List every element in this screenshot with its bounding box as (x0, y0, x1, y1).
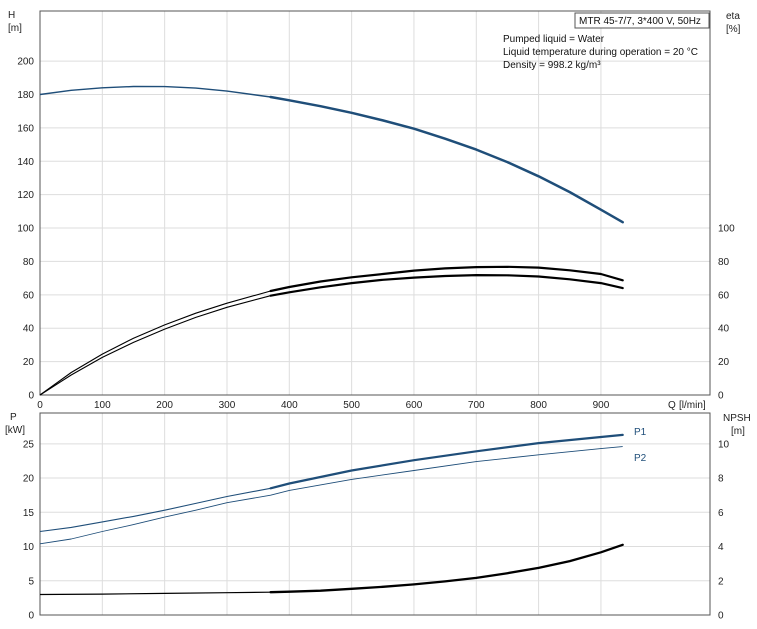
series-label-p2: P2 (634, 453, 647, 464)
density: Density = 998.2 kg/m³ (503, 60, 601, 71)
flow-axis-title: Q (668, 400, 676, 411)
y-right-tick-label: 8 (718, 474, 724, 485)
npsh-axis-unit: [m] (731, 426, 745, 437)
y-left-tick-label: 20 (23, 474, 35, 485)
lower-tick-labels: 0 5 10 15 20 25 0 2 4 6 8 10 (23, 439, 730, 621)
flow-axis-unit: [l/min] (679, 400, 706, 411)
y-left-tick-label: 160 (17, 123, 34, 134)
y-right-tick-label: 80 (718, 257, 730, 268)
x-tick-label: 100 (94, 400, 111, 411)
x-tick-label: 200 (156, 400, 173, 411)
lower-chart-power-npsh: 0 5 10 15 20 25 0 2 4 6 8 10 P [kW] NPSH [m] P1 P2 (5, 412, 751, 622)
eta-axis-title: eta (726, 11, 740, 22)
x-tick-label: 600 (406, 400, 423, 411)
series-line-H (39, 85, 271, 98)
series-label-p1: P1 (634, 427, 647, 438)
y-right-tick-label: 40 (718, 324, 730, 335)
y-left-tick-label: 140 (17, 157, 34, 168)
npsh-axis-title: NPSH (723, 413, 751, 424)
y-left-tick-label: 120 (17, 190, 34, 201)
y-right-tick-label: 20 (718, 357, 730, 368)
pump-model-box (574, 12, 710, 29)
liquid-temperature: Liquid temperature during operation = 20… (503, 47, 698, 58)
power-axis-title: P (10, 412, 17, 423)
x-tick-label: 900 (593, 400, 610, 411)
y-right-tick-label: 60 (718, 290, 730, 301)
lower-plot-frame (39, 412, 711, 616)
power-axis-unit: [kW] (5, 425, 25, 436)
y-left-tick-label: 15 (23, 508, 35, 519)
upper-tick-labels: 0 100 200 300 400 500 600 700 800 900020406080100… (17, 57, 735, 411)
series-line-P1-duty (269, 433, 624, 490)
upper-grid (40, 11, 710, 395)
y-left-tick-label: 25 (23, 439, 35, 450)
series-line-eta-duty (269, 274, 624, 297)
y-left-tick-label: 5 (28, 576, 34, 587)
y-left-tick-label: 100 (17, 224, 34, 235)
series-line-eta-upper (39, 290, 271, 396)
y-left-tick-label: 0 (28, 611, 34, 622)
x-tick-label: 300 (219, 400, 236, 411)
y-right-tick-label: 2 (718, 576, 724, 587)
y-left-tick-label: 60 (23, 290, 35, 301)
upper-chart-head-efficiency: 0 100 200 300 400 500 600 700 800 900020406080100… (8, 10, 741, 411)
series-line-P1 (39, 487, 271, 533)
x-tick-label: 800 (530, 400, 547, 411)
x-tick-label: 400 (281, 400, 298, 411)
y-left-tick-label: 0 (28, 391, 34, 402)
y-right-tick-label: 0 (718, 611, 724, 622)
head-axis-title: H (8, 10, 15, 21)
head-axis-unit: [m] (8, 23, 22, 34)
y-left-tick-label: 20 (23, 357, 35, 368)
y-left-tick-label: 10 (23, 542, 35, 553)
pumped-liquid: Pumped liquid = Water (503, 34, 605, 45)
series-line-NPSH-duty (269, 543, 624, 594)
y-left-tick-label: 40 (23, 324, 35, 335)
series-line-P2 (39, 446, 623, 545)
upper-series-group (39, 85, 624, 396)
y-right-tick-label: 4 (718, 542, 724, 553)
y-left-tick-label: 80 (23, 257, 35, 268)
lower-grid (40, 413, 710, 615)
y-right-tick-label: 0 (718, 391, 724, 402)
y-left-tick-label: 180 (17, 90, 34, 101)
series-line-NPSH (39, 591, 271, 596)
pump-model: MTR 45-7/7, 3*400 V, 50Hz (579, 16, 701, 27)
eta-axis-unit: [%] (726, 24, 741, 35)
series-line-eta-upper-duty (269, 265, 624, 293)
y-right-tick-label: 6 (718, 508, 724, 519)
x-tick-label: 0 (37, 400, 43, 411)
y-right-tick-label: 100 (718, 224, 735, 235)
y-right-tick-label: 10 (718, 439, 730, 450)
x-tick-label: 500 (343, 400, 360, 411)
y-left-tick-label: 200 (17, 57, 34, 68)
series-line-H-duty (269, 95, 624, 224)
x-tick-label: 700 (468, 400, 485, 411)
upper-plot-frame (39, 10, 711, 396)
series-line-eta (39, 295, 271, 396)
lower-series-group (39, 433, 624, 596)
